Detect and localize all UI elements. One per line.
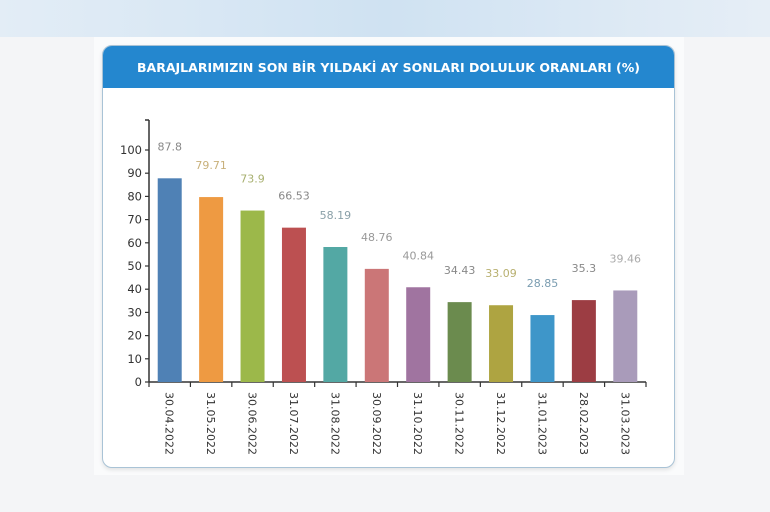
data-label: 33.09 (485, 267, 517, 280)
y-tick-label: 90 (127, 166, 142, 180)
bar-30.04.2022 (157, 178, 182, 382)
x-tick-label: 28.02.2023 (577, 392, 590, 455)
chart-card: BARAJLARIMIZIN SON BİR YILDAKİ AY SONLAR… (102, 45, 675, 468)
chart-title: BARAJLARIMIZIN SON BİR YILDAKİ AY SONLAR… (103, 46, 674, 88)
x-tick-label: 31.07.2022 (287, 392, 300, 455)
x-tick-label: 30.06.2022 (246, 392, 259, 455)
bar-30.11.2022 (447, 302, 472, 382)
x-tick-label: 31.01.2023 (535, 392, 548, 455)
x-tick-label: 30.11.2022 (453, 392, 466, 455)
x-tick-label: 31.08.2022 (328, 392, 341, 455)
top-banner (0, 0, 770, 37)
y-tick-label: 100 (120, 143, 142, 157)
bar-31.10.2022 (406, 287, 431, 382)
y-tick-label: 80 (127, 189, 142, 203)
data-label: 79.71 (195, 159, 227, 172)
data-label: 28.85 (527, 277, 559, 290)
x-tick-label: 30.04.2022 (163, 392, 176, 455)
y-tick-label: 60 (127, 236, 142, 250)
bar-31.07.2022 (281, 227, 306, 382)
y-tick-label: 0 (135, 375, 142, 389)
data-label: 87.8 (157, 140, 182, 153)
data-label: 58.19 (320, 209, 352, 222)
x-tick-label: 31.03.2023 (618, 392, 631, 455)
bar-28.02.2023 (571, 300, 596, 382)
bar-30.06.2022 (240, 210, 265, 382)
y-tick-label: 10 (127, 352, 142, 366)
data-label: 35.3 (572, 262, 597, 275)
bar-31.03.2023 (613, 290, 638, 382)
bar-31.05.2022 (199, 197, 224, 382)
bar-31.12.2022 (489, 305, 514, 382)
y-tick-label: 50 (127, 259, 142, 273)
bar-31.01.2023 (530, 315, 555, 382)
data-label: 40.84 (402, 249, 434, 262)
data-label: 39.46 (610, 252, 642, 265)
y-tick-label: 20 (127, 329, 142, 343)
data-label: 66.53 (278, 190, 310, 203)
x-tick-label: 31.10.2022 (411, 392, 424, 455)
data-label: 48.76 (361, 231, 393, 244)
y-tick-label: 30 (127, 305, 142, 319)
bar-30.09.2022 (364, 268, 389, 382)
y-tick-label: 40 (127, 282, 142, 296)
data-label: 34.43 (444, 264, 476, 277)
x-tick-label: 30.09.2022 (370, 392, 383, 455)
x-tick-label: 31.12.2022 (494, 392, 507, 455)
y-tick-label: 70 (127, 213, 142, 227)
x-tick-label: 31.05.2022 (204, 392, 217, 455)
bar-31.08.2022 (323, 246, 348, 382)
data-label: 73.9 (240, 173, 265, 186)
